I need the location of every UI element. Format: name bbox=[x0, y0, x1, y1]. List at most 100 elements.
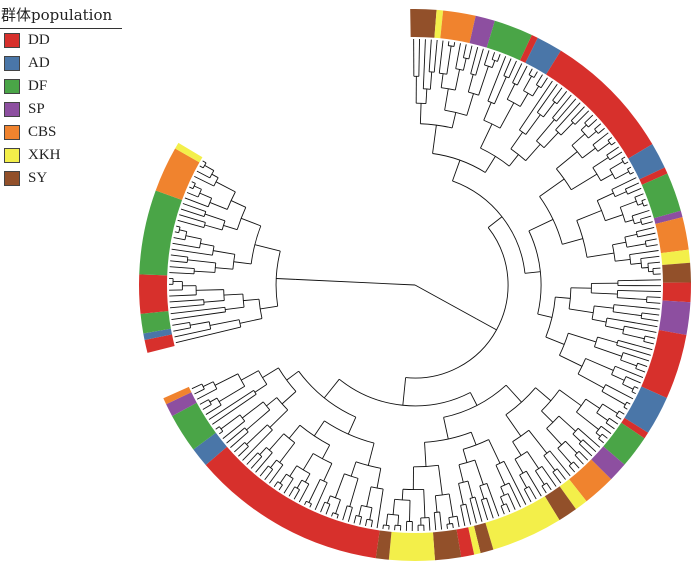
tree-branch bbox=[536, 119, 555, 142]
tree-branch bbox=[476, 318, 497, 331]
tree-arc bbox=[346, 505, 353, 508]
tree-branch bbox=[556, 151, 578, 170]
tree-branch bbox=[588, 119, 598, 128]
tree-branch bbox=[308, 479, 321, 503]
tree-branch bbox=[325, 504, 331, 515]
tree-branch bbox=[448, 493, 454, 517]
tree-branch bbox=[611, 177, 637, 190]
tree-branch bbox=[359, 516, 363, 525]
tree-branch bbox=[578, 443, 593, 457]
tree-branch bbox=[605, 422, 615, 430]
tree-arc bbox=[458, 459, 476, 466]
legend-title: 群体population bbox=[0, 6, 122, 29]
tree-arc bbox=[503, 75, 509, 79]
tree-arc bbox=[355, 514, 362, 518]
tree-branch bbox=[618, 410, 625, 415]
tree-branch bbox=[169, 272, 195, 275]
tree-branch bbox=[184, 197, 209, 208]
tree-branch bbox=[591, 292, 618, 295]
tree-branch bbox=[239, 318, 263, 324]
tree-arc bbox=[559, 333, 569, 356]
tree-branch bbox=[215, 267, 233, 270]
tree-branch bbox=[446, 45, 452, 75]
tree-branch bbox=[533, 71, 538, 78]
tree-branch bbox=[456, 516, 460, 528]
ring-segment-df bbox=[603, 422, 645, 465]
tree-branch bbox=[570, 106, 585, 122]
tree-branch bbox=[366, 486, 372, 507]
tree-branch bbox=[609, 417, 619, 425]
tree-arc bbox=[641, 200, 645, 207]
tree-branch bbox=[636, 226, 655, 233]
tree-branch bbox=[592, 157, 609, 169]
tree-branch bbox=[452, 523, 454, 529]
tree-arc bbox=[189, 322, 192, 328]
tree-branch bbox=[620, 359, 637, 367]
tree-branch bbox=[637, 362, 648, 367]
tree-arc bbox=[592, 144, 599, 152]
tree-branch bbox=[576, 411, 599, 430]
tree-arc bbox=[258, 370, 268, 385]
tree-branch bbox=[234, 442, 246, 453]
tree-branch bbox=[432, 125, 437, 154]
tree-branch bbox=[215, 426, 220, 430]
legend: 群体population DD AD DF SP CBS XKH SY bbox=[0, 6, 122, 190]
tree-branch bbox=[556, 91, 568, 105]
ring-segment-sp bbox=[469, 15, 495, 48]
ring-segment-xkh bbox=[660, 249, 691, 265]
ring-segment-cbs bbox=[155, 148, 200, 201]
tree-branch bbox=[455, 43, 461, 69]
tree-branch bbox=[215, 181, 236, 193]
ring-segment-sy bbox=[544, 486, 577, 521]
tree-branch bbox=[196, 388, 218, 400]
tree-branch bbox=[334, 473, 345, 498]
legend-label-df: DF bbox=[28, 78, 48, 94]
tree-branch bbox=[605, 384, 634, 400]
tree-branch bbox=[179, 214, 206, 223]
tree-branch bbox=[218, 430, 224, 435]
tree-arc bbox=[595, 425, 602, 434]
tree-branch bbox=[273, 481, 279, 487]
tree-branch bbox=[600, 173, 613, 182]
tree-branch bbox=[433, 512, 437, 531]
tree-branch bbox=[242, 429, 273, 461]
tree-branch bbox=[512, 441, 522, 456]
tree-branch bbox=[602, 403, 618, 414]
tree-arc bbox=[306, 500, 312, 505]
ring-segment-sy bbox=[662, 262, 691, 283]
tree-branch bbox=[240, 217, 261, 227]
tree-branch bbox=[419, 103, 422, 124]
tree-branch bbox=[652, 267, 661, 270]
tree-branch bbox=[578, 451, 589, 461]
tree-branch bbox=[278, 484, 283, 491]
tree-arc bbox=[277, 481, 283, 486]
tree-branch bbox=[335, 499, 341, 514]
tree-arc bbox=[605, 417, 610, 424]
tree-arc bbox=[640, 218, 643, 225]
tree-branch bbox=[289, 465, 298, 477]
legend-swatch-xkh bbox=[4, 148, 20, 163]
ring-segment-xkh bbox=[434, 9, 444, 39]
tree-branch bbox=[596, 412, 608, 421]
legend-item-sy: SY bbox=[0, 167, 122, 190]
tree-branch bbox=[508, 60, 517, 79]
tree-branch bbox=[483, 102, 492, 121]
tree-branch bbox=[465, 504, 472, 525]
tree-branch bbox=[543, 455, 556, 471]
ring-segment-df bbox=[139, 190, 183, 276]
tree-branch bbox=[225, 306, 245, 311]
tree-branch bbox=[646, 296, 661, 298]
tree-branch bbox=[269, 409, 289, 428]
tree-branch bbox=[223, 224, 238, 231]
tree-arc bbox=[444, 109, 467, 116]
legend-item-dd: DD bbox=[0, 29, 122, 52]
tree-arc bbox=[435, 493, 450, 497]
tree-arc bbox=[629, 254, 632, 265]
ring-segment-xkh bbox=[559, 479, 587, 510]
tree-branch bbox=[480, 123, 493, 149]
tree-branch bbox=[592, 132, 609, 146]
tree-branch bbox=[349, 478, 359, 507]
ring-segment-cbs bbox=[440, 10, 476, 44]
tree-branch bbox=[540, 77, 548, 88]
ring-segment-dd bbox=[139, 274, 169, 314]
